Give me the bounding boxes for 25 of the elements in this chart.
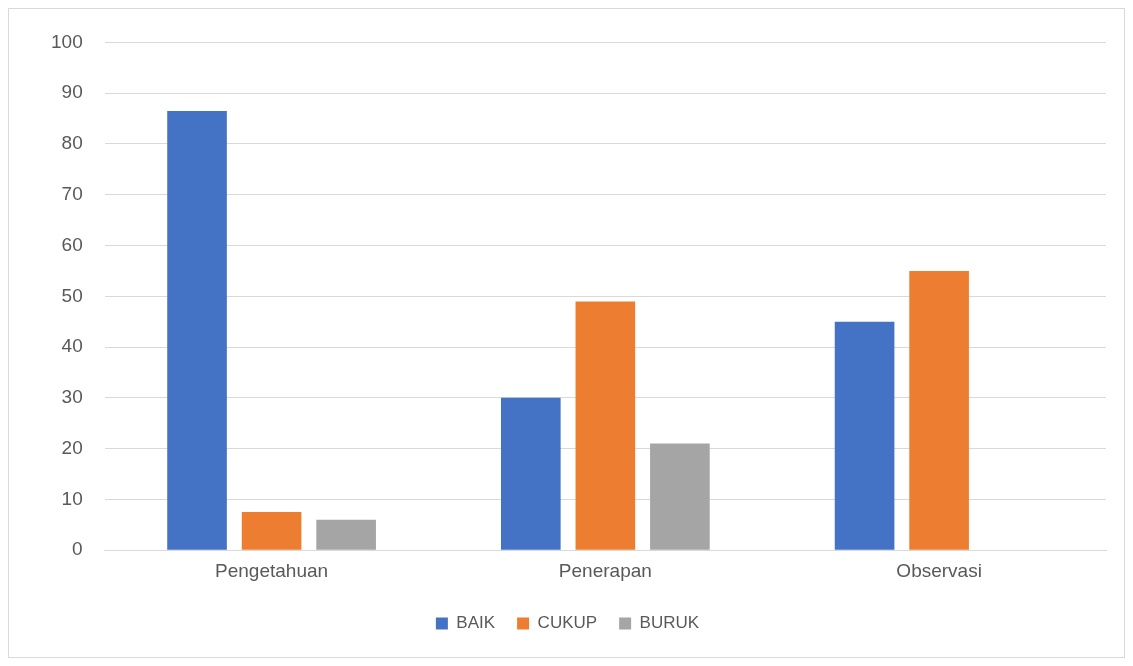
bar xyxy=(834,321,895,550)
legend-label: BURUK xyxy=(639,613,700,633)
bar xyxy=(316,519,376,550)
x-tick-label: Penerapan xyxy=(558,559,652,581)
y-tick-label: 60 xyxy=(61,233,83,255)
bar xyxy=(909,270,969,550)
legend-label: CUKUP xyxy=(537,613,598,633)
y-tick-label: 80 xyxy=(61,132,83,154)
y-tick-label: 10 xyxy=(61,487,83,509)
x-tick-label: Pengetahuan xyxy=(215,559,329,581)
legend-label: BAIK xyxy=(456,613,496,633)
y-tick-label: 70 xyxy=(61,182,83,204)
y-tick-label: 90 xyxy=(61,81,83,103)
y-tick-label: 30 xyxy=(61,386,83,408)
bar xyxy=(650,443,710,550)
x-tick-label: Observasi xyxy=(896,559,982,581)
bar xyxy=(575,301,636,550)
y-tick-label: 40 xyxy=(61,335,83,357)
y-tick-label: 100 xyxy=(51,30,83,52)
bar xyxy=(167,110,227,550)
y-tick-label: 0 xyxy=(72,538,83,560)
y-tick-label: 50 xyxy=(61,284,83,306)
bar xyxy=(241,512,302,550)
bar xyxy=(500,397,561,550)
y-tick-label: 20 xyxy=(61,436,83,458)
